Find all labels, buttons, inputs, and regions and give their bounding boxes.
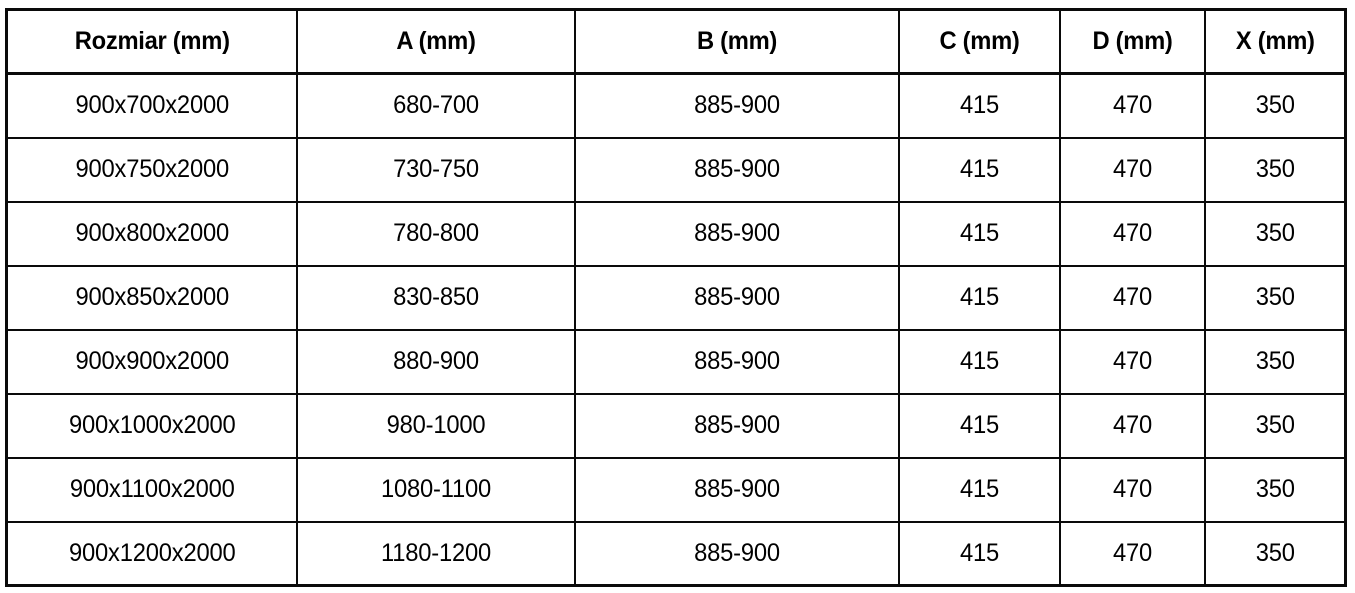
table-body: 900x700x2000 680-700 885-900 415 470 350 900x7… xyxy=(7,72,1346,587)
table-header: Rozmiar (mm) A (mm) B (mm) C (mm) D (mm)… xyxy=(7,8,1346,75)
cell-x: 350 xyxy=(1207,456,1344,523)
cell-x: 350 xyxy=(1207,72,1344,139)
table-row: 900x1000x2000 980-1000 885-900 415 470 350 xyxy=(7,392,1346,459)
cell-x: 350 xyxy=(1207,264,1344,331)
table-row: 900x700x2000 680-700 885-900 415 470 350 xyxy=(7,72,1346,139)
cell-x: 350 xyxy=(1207,392,1344,459)
dimensions-table: Rozmiar (mm) A (mm) B (mm) C (mm) D (mm)… xyxy=(5,8,1347,587)
cell-size: 900x900x2000 xyxy=(12,328,291,395)
cell-c: 415 xyxy=(901,72,1057,139)
cell-c: 415 xyxy=(901,200,1057,267)
cell-c: 415 xyxy=(901,392,1057,459)
table-row: 900x1200x2000 1180-1200 885-900 415 470 350 xyxy=(7,520,1346,587)
table-row: 900x900x2000 880-900 885-900 415 470 350 xyxy=(7,328,1346,395)
cell-c: 415 xyxy=(901,328,1057,395)
cell-a: 830-850 xyxy=(302,264,569,331)
cell-b: 885-900 xyxy=(581,136,892,203)
cell-size: 900x800x2000 xyxy=(12,200,291,267)
cell-c: 415 xyxy=(901,264,1057,331)
column-header-rozmiar: Rozmiar (mm) xyxy=(12,8,291,75)
cell-size: 900x1100x2000 xyxy=(12,456,291,523)
cell-d: 470 xyxy=(1062,456,1202,523)
cell-d: 470 xyxy=(1062,328,1202,395)
column-header-d: D (mm) xyxy=(1062,8,1202,75)
cell-b: 885-900 xyxy=(581,200,892,267)
table-row: 900x1100x2000 1080-1100 885-900 415 470 350 xyxy=(7,456,1346,523)
cell-a: 1180-1200 xyxy=(302,520,569,587)
table-header-row: Rozmiar (mm) A (mm) B (mm) C (mm) D (mm)… xyxy=(7,8,1346,75)
cell-a: 1080-1100 xyxy=(302,456,569,523)
cell-x: 350 xyxy=(1207,520,1344,587)
cell-b: 885-900 xyxy=(581,328,892,395)
column-header-a: A (mm) xyxy=(302,8,569,75)
cell-x: 350 xyxy=(1207,136,1344,203)
cell-a: 730-750 xyxy=(302,136,569,203)
cell-size: 900x700x2000 xyxy=(12,72,291,139)
cell-x: 350 xyxy=(1207,328,1344,395)
table-row: 900x800x2000 780-800 885-900 415 470 350 xyxy=(7,200,1346,267)
column-header-c: C (mm) xyxy=(901,8,1057,75)
cell-a: 680-700 xyxy=(302,72,569,139)
cell-b: 885-900 xyxy=(581,72,892,139)
column-header-b: B (mm) xyxy=(581,8,892,75)
cell-c: 415 xyxy=(901,136,1057,203)
specification-table-container: Rozmiar (mm) A (mm) B (mm) C (mm) D (mm)… xyxy=(5,8,1347,587)
cell-b: 885-900 xyxy=(581,264,892,331)
table-row: 900x850x2000 830-850 885-900 415 470 350 xyxy=(7,264,1346,331)
cell-b: 885-900 xyxy=(581,392,892,459)
cell-d: 470 xyxy=(1062,72,1202,139)
cell-b: 885-900 xyxy=(581,456,892,523)
cell-d: 470 xyxy=(1062,264,1202,331)
cell-a: 780-800 xyxy=(302,200,569,267)
cell-c: 415 xyxy=(901,520,1057,587)
cell-a: 880-900 xyxy=(302,328,569,395)
cell-b: 885-900 xyxy=(581,520,892,587)
cell-size: 900x1000x2000 xyxy=(12,392,291,459)
cell-d: 470 xyxy=(1062,392,1202,459)
cell-d: 470 xyxy=(1062,520,1202,587)
cell-x: 350 xyxy=(1207,200,1344,267)
cell-c: 415 xyxy=(901,456,1057,523)
cell-a: 980-1000 xyxy=(302,392,569,459)
column-header-x: X (mm) xyxy=(1207,8,1344,75)
cell-d: 470 xyxy=(1062,136,1202,203)
table-row: 900x750x2000 730-750 885-900 415 470 350 xyxy=(7,136,1346,203)
cell-d: 470 xyxy=(1062,200,1202,267)
cell-size: 900x850x2000 xyxy=(12,264,291,331)
cell-size: 900x1200x2000 xyxy=(12,520,291,587)
cell-size: 900x750x2000 xyxy=(12,136,291,203)
